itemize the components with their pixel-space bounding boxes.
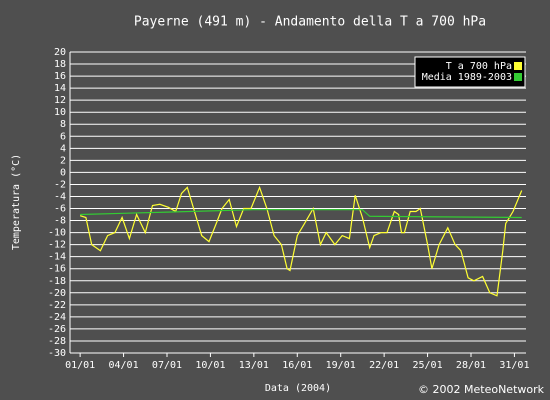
legend-box <box>414 56 526 88</box>
y-tick-label: -6 <box>54 204 66 215</box>
y-axis-label: Temperatura (°C) <box>11 154 22 250</box>
y-tick-label: 2 <box>60 155 66 166</box>
y-tick-label: -14 <box>48 252 66 263</box>
x-tick-label: 28/01 <box>456 360 486 371</box>
y-tick-label: 0 <box>60 167 66 178</box>
data-line <box>80 209 522 219</box>
y-tick-label: -2 <box>54 179 66 190</box>
x-tick-label: 31/01 <box>499 360 529 371</box>
y-tick-label: -4 <box>54 191 66 202</box>
chart-title: Payerne (491 m) - Andamento della T a 70… <box>134 15 486 30</box>
copyright: © 2002 MeteoNetwork <box>418 383 545 396</box>
x-axis-label: Data (2004) <box>265 383 331 394</box>
y-tick-label: 6 <box>60 131 66 142</box>
x-tick-label: 07/01 <box>152 360 182 371</box>
legend-label: T a 700 hPa <box>446 61 512 72</box>
y-tick-label: 12 <box>54 95 66 106</box>
y-tick-label: -12 <box>48 240 66 251</box>
y-tick-label: 10 <box>54 107 66 118</box>
x-tick-label: 22/01 <box>369 360 399 371</box>
y-tick-label: -28 <box>48 336 66 347</box>
legend-swatch <box>514 73 522 81</box>
y-tick-label: -18 <box>48 276 66 287</box>
y-tick-label: -26 <box>48 324 66 335</box>
legend-swatch <box>514 62 522 70</box>
y-tick-label: 16 <box>54 71 66 82</box>
x-tick-label: 13/01 <box>239 360 269 371</box>
x-tick-label: 19/01 <box>326 360 356 371</box>
legend-label: Media 1989-2003 <box>422 72 512 83</box>
y-tick-label: 8 <box>60 119 66 130</box>
y-tick-label: -24 <box>48 312 66 323</box>
y-tick-label: -30 <box>48 348 66 359</box>
y-tick-label: -10 <box>48 228 66 239</box>
y-tick-label: 14 <box>54 83 66 94</box>
data-line <box>79 185 523 297</box>
y-tick-label: -8 <box>54 216 66 227</box>
y-tick-label: -16 <box>48 264 66 275</box>
x-tick-label: 16/01 <box>282 360 312 371</box>
x-tick-label: 25/01 <box>413 360 443 371</box>
y-tick-label: 20 <box>54 47 66 58</box>
y-tick-label: -22 <box>48 300 66 311</box>
y-tick-label: 4 <box>60 143 66 154</box>
x-tick-label: 01/01 <box>65 360 95 371</box>
y-tick-label: 18 <box>54 59 66 70</box>
x-tick-label: 10/01 <box>195 360 225 371</box>
y-tick-label: -20 <box>48 288 66 299</box>
x-tick-label: 04/01 <box>109 360 139 371</box>
